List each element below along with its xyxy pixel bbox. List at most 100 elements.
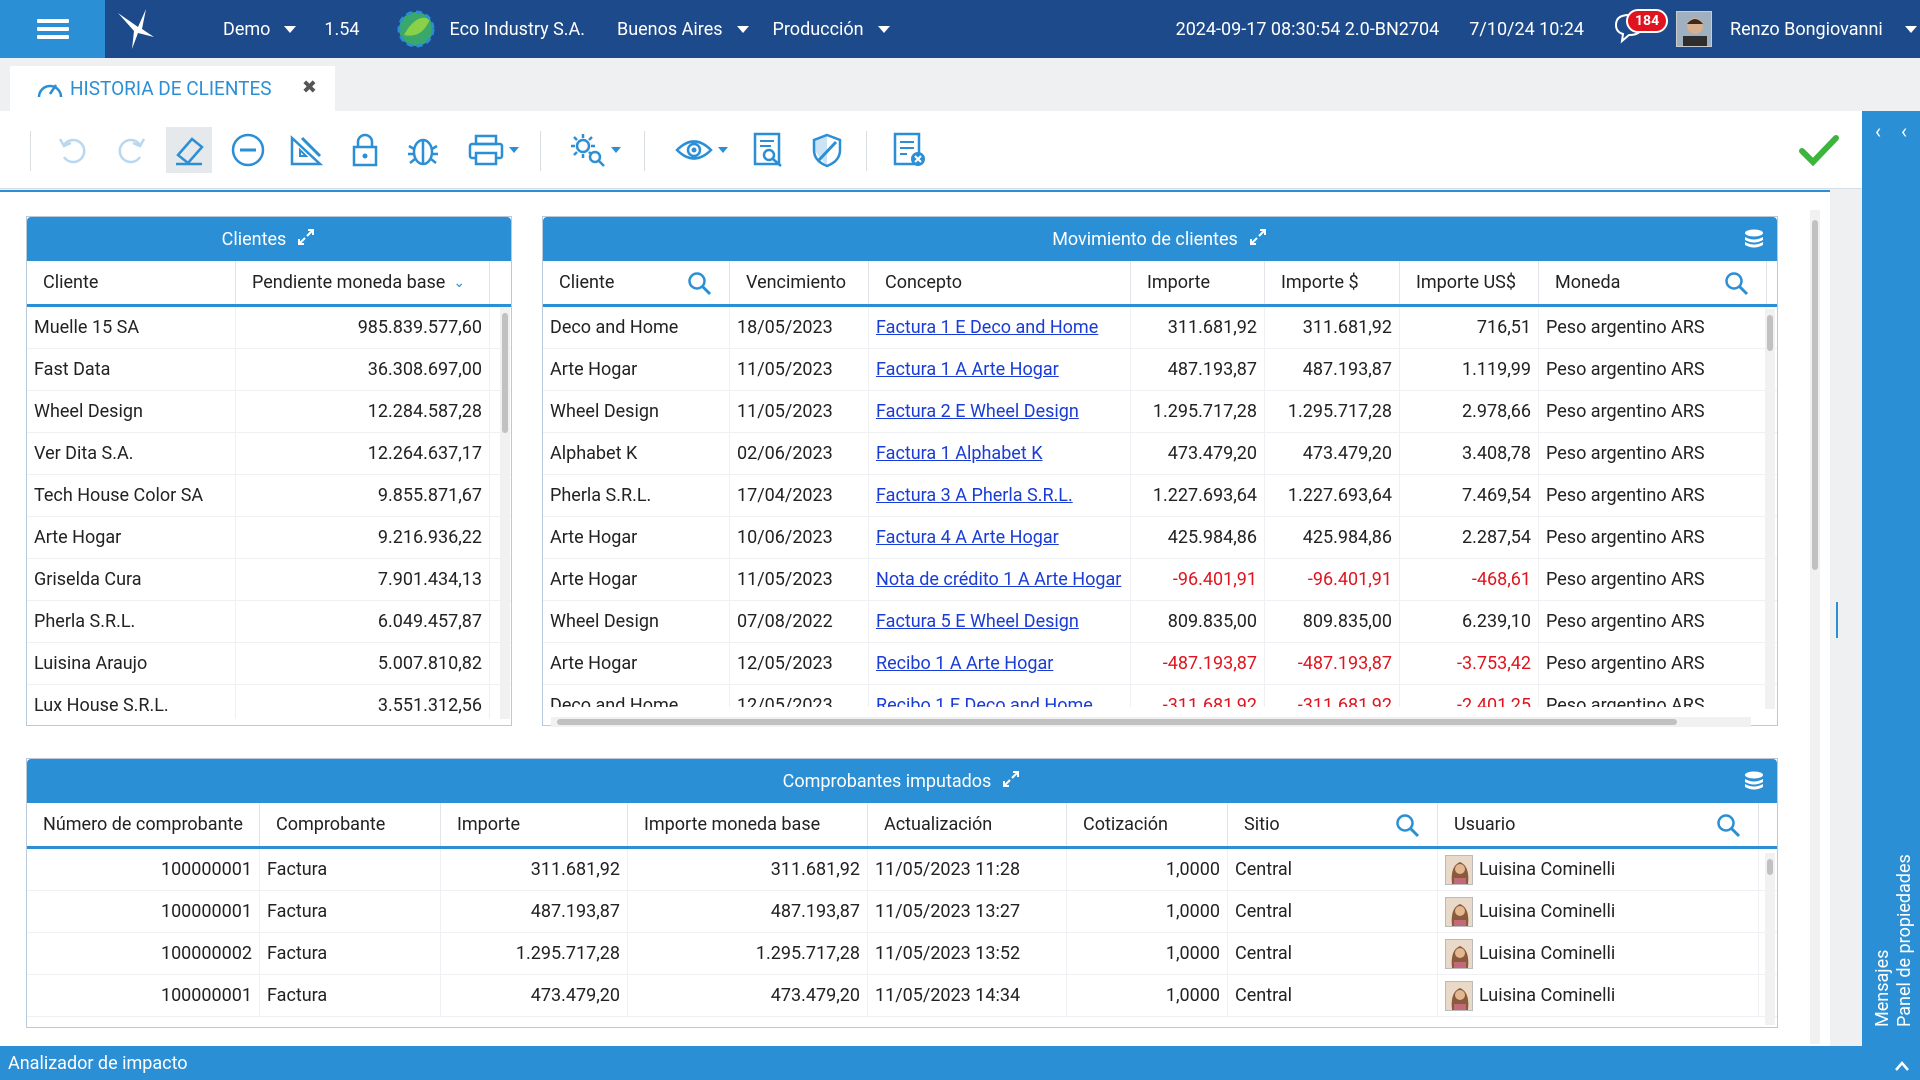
expand-icon[interactable]	[296, 227, 316, 252]
table-row[interactable]: Griselda Cura 7.901.434,13	[27, 559, 511, 601]
cell-concepto-link[interactable]: Factura 1 Alphabet K	[869, 433, 1131, 474]
table-row[interactable]: Tech House Color SA 9.855.871,67	[27, 475, 511, 517]
print-menu-button[interactable]	[460, 127, 526, 173]
table-row[interactable]: 100000001 Factura 473.479,20 473.479,20 11/0…	[27, 975, 1777, 1017]
movimientos-horizontal-scrollbar[interactable]	[551, 717, 1751, 727]
cell-concepto-link[interactable]: Recibo 1 E Deco and Home	[869, 685, 1131, 707]
database-icon[interactable]	[1743, 770, 1765, 797]
user-name-label: Renzo Bongiovanni	[1730, 18, 1883, 40]
column-header-actualizacion[interactable]: Actualización	[868, 803, 1067, 846]
table-row[interactable]: Pherla S.R.L. 17/04/2023 Factura 3 A Pherl…	[543, 475, 1777, 517]
environment-menu[interactable]: Producción	[773, 19, 890, 40]
cell-concepto-link[interactable]: Factura 3 A Pherla S.R.L.	[869, 475, 1131, 516]
column-header-concepto[interactable]: Concepto	[869, 261, 1131, 304]
location-menu[interactable]: Buenos Aires	[617, 19, 749, 40]
search-icon[interactable]	[1395, 813, 1421, 844]
table-row[interactable]: Luisina Araujo 5.007.810,82	[27, 643, 511, 685]
user-menu[interactable]: Renzo Bongiovanni	[1730, 19, 1917, 40]
table-row[interactable]: Alphabet K 02/06/2023 Factura 1 Alphabet K…	[543, 433, 1777, 475]
table-row[interactable]: Wheel Design 12.284.587,28	[27, 391, 511, 433]
table-row[interactable]: Muelle 15 SA 985.839.577,60	[27, 307, 511, 349]
chevron-left-icon[interactable]: ‹	[1901, 119, 1908, 143]
movimientos-scrollbar[interactable]	[1765, 309, 1775, 709]
cell-cliente: Alphabet K	[543, 433, 730, 474]
messages-tab[interactable]: Mensajes	[1872, 949, 1893, 1027]
cell-concepto-link[interactable]: Factura 1 A Arte Hogar	[869, 349, 1131, 390]
table-row[interactable]: 100000001 Factura 311.681,92 311.681,92 11/0…	[27, 849, 1777, 891]
column-header-importe[interactable]: Importe	[1131, 261, 1265, 304]
column-header-cliente[interactable]: Cliente	[27, 261, 236, 304]
column-header-importe-usd[interactable]: Importe US$	[1400, 261, 1539, 304]
table-row[interactable]: Pherla S.R.L. 6.049.457,87	[27, 601, 511, 643]
column-header-moneda[interactable]: Moneda	[1539, 261, 1767, 304]
notifications-button[interactable]: 184	[1612, 9, 1669, 47]
table-row[interactable]: Arte Hogar 12/05/2023 Recibo 1 A Arte Hoga…	[543, 643, 1777, 685]
table-row[interactable]: Arte Hogar 11/05/2023 Factura 1 A Arte Hog…	[543, 349, 1777, 391]
redo-button[interactable]	[108, 127, 154, 173]
table-row[interactable]: Ver Dita S.A. 12.264.637,17	[27, 433, 511, 475]
impact-analyzer-bar[interactable]: Analizador de impacto	[0, 1046, 1920, 1080]
search-icon[interactable]	[1724, 271, 1750, 302]
splitter-handle[interactable]	[1836, 602, 1838, 638]
table-row[interactable]: Wheel Design 11/05/2023 Factura 2 E Wheel …	[543, 391, 1777, 433]
clear-list-button[interactable]	[886, 127, 932, 173]
search-icon[interactable]	[687, 271, 713, 302]
column-header-importe[interactable]: Importe	[441, 803, 628, 846]
eraser-button[interactable]	[166, 127, 212, 173]
column-header-importe-ars[interactable]: Importe $	[1265, 261, 1400, 304]
confirm-button[interactable]	[1796, 127, 1842, 173]
chevron-up-icon[interactable]	[1894, 1056, 1910, 1077]
company-menu[interactable]: Demo	[223, 19, 297, 40]
table-row[interactable]: Arte Hogar 11/05/2023 Nota de crédito 1 A …	[543, 559, 1777, 601]
column-header-cliente[interactable]: Cliente	[543, 261, 730, 304]
table-row[interactable]: Wheel Design 07/08/2022 Factura 5 E Wheel …	[543, 601, 1777, 643]
cell-concepto-link[interactable]: Recibo 1 A Arte Hogar	[869, 643, 1131, 684]
search-icon[interactable]	[1716, 813, 1742, 844]
lock-button[interactable]	[342, 127, 388, 173]
panel-title: Clientes	[221, 228, 287, 250]
tab-historia-clientes[interactable]: HISTORIA DE CLIENTES ✖	[10, 66, 335, 111]
user-avatar[interactable]	[1676, 11, 1713, 47]
cell-concepto-link[interactable]: Factura 2 E Wheel Design	[869, 391, 1131, 432]
column-header-sitio[interactable]: Sitio	[1228, 803, 1438, 846]
remove-button[interactable]	[225, 127, 271, 173]
table-row[interactable]: 100000002 Factura 1.295.717,28 1.295.717,28…	[27, 933, 1777, 975]
column-header-cotizacion[interactable]: Cotización	[1067, 803, 1228, 846]
cell-vencimiento: 18/05/2023	[730, 307, 869, 348]
cell-concepto-link[interactable]: Factura 5 E Wheel Design	[869, 601, 1131, 642]
app-logo-icon	[105, 0, 167, 58]
table-row[interactable]: Deco and Home 12/05/2023 Recibo 1 E Deco a…	[543, 685, 1777, 707]
chevron-left-icon[interactable]: ‹	[1874, 119, 1881, 143]
database-icon[interactable]	[1743, 228, 1765, 255]
undo-button[interactable]	[50, 127, 96, 173]
inspect-document-button[interactable]	[746, 127, 792, 173]
page-scrollbar[interactable]	[1810, 210, 1820, 1044]
table-row[interactable]: Arte Hogar 9.216.936,22	[27, 517, 511, 559]
column-header-importe-base[interactable]: Importe moneda base	[628, 803, 868, 846]
table-row[interactable]: Lux House S.R.L. 3.551.312,56	[27, 685, 511, 719]
column-header-numero[interactable]: Número de comprobante	[27, 803, 260, 846]
settings-menu-button[interactable]	[562, 127, 628, 173]
comprobantes-scrollbar[interactable]	[1765, 853, 1775, 1025]
table-row[interactable]: Arte Hogar 10/06/2023 Factura 4 A Arte Hog…	[543, 517, 1777, 559]
expand-icon[interactable]	[1001, 769, 1021, 794]
column-header-comprobante[interactable]: Comprobante	[260, 803, 441, 846]
debug-button[interactable]	[400, 127, 446, 173]
expand-icon[interactable]	[1248, 227, 1268, 252]
properties-panel-tab[interactable]: Panel de propiedades	[1894, 854, 1915, 1027]
column-header-pendiente[interactable]: Pendiente moneda base ⌄	[236, 261, 490, 304]
main-menu-button[interactable]	[0, 0, 105, 58]
design-button[interactable]	[283, 127, 329, 173]
column-header-vencimiento[interactable]: Vencimiento	[730, 261, 869, 304]
cell-concepto-link[interactable]: Factura 1 E Deco and Home	[869, 307, 1131, 348]
clientes-scrollbar[interactable]	[500, 307, 510, 719]
table-row[interactable]: Fast Data 36.308.697,00	[27, 349, 511, 391]
view-menu-button[interactable]	[668, 127, 734, 173]
security-button[interactable]	[804, 127, 850, 173]
column-header-usuario[interactable]: Usuario	[1438, 803, 1759, 846]
close-icon[interactable]: ✖	[301, 77, 317, 98]
cell-concepto-link[interactable]: Nota de crédito 1 A Arte Hogar	[869, 559, 1131, 600]
table-row[interactable]: 100000001 Factura 487.193,87 487.193,87 11/0…	[27, 891, 1777, 933]
cell-concepto-link[interactable]: Factura 4 A Arte Hogar	[869, 517, 1131, 558]
table-row[interactable]: Deco and Home 18/05/2023 Factura 1 E Deco …	[543, 307, 1777, 349]
